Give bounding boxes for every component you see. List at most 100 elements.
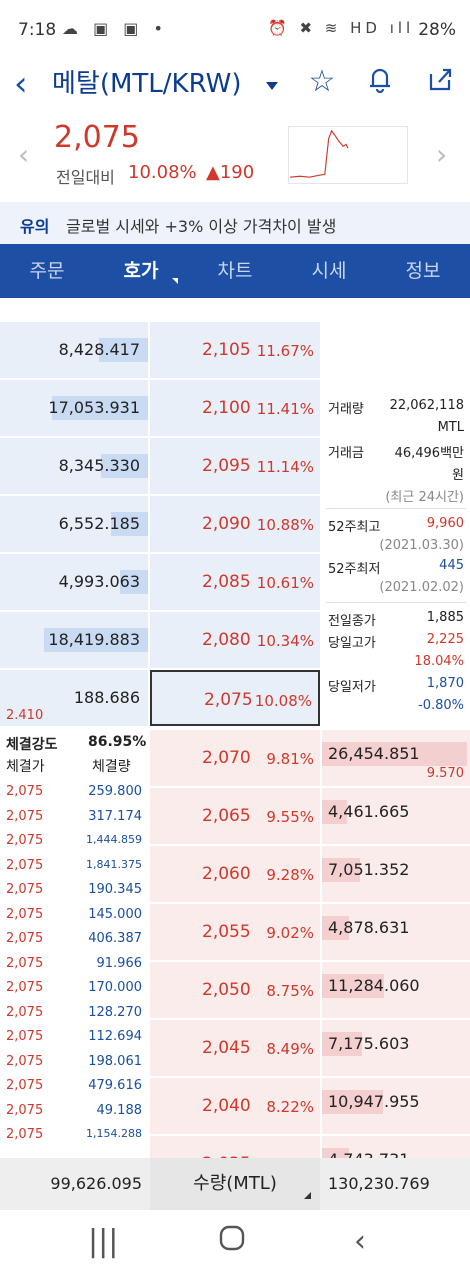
ask-qty-value: 17,053.931 [48, 398, 140, 417]
unit-caret-icon[interactable] [304, 1192, 311, 1199]
trade-row: 2,075 170.000 [0, 976, 148, 1000]
tab-info[interactable]: 정보 [405, 260, 441, 282]
ask-change-pct: 10.88% [256, 516, 314, 534]
nav-back-icon[interactable]: ‹ [354, 1224, 366, 1259]
trade-qty-col-header: 체결량 [92, 759, 131, 775]
info-label: 52주최고 [328, 520, 381, 535]
notice-message: 글로벌 시세와 +3% 이상 가격차이 발생 [66, 217, 337, 236]
tab-order[interactable]: 주문 [29, 260, 65, 282]
bid-change-pct: 9.55% [266, 808, 314, 826]
ask-depth-bar [52, 396, 148, 420]
trade-strength-label: 체결강도 [6, 737, 58, 753]
ask-price-row[interactable]: 2,105 11.67% [150, 322, 320, 378]
info-value: 445 [439, 558, 464, 573]
bid-price-row[interactable]: 2,055 9.02% [150, 904, 320, 960]
bell-icon[interactable] [362, 64, 398, 100]
ask-price-row[interactable]: 2,075 10.08% [150, 670, 320, 726]
trade-row: 2,075 91.966 [0, 952, 148, 976]
info-label: 당일고가 [328, 636, 376, 651]
bid-qty-cell[interactable]: 7,175.603 [322, 1020, 470, 1076]
info-value: -0.80% [418, 698, 464, 713]
recent-apps-icon[interactable]: ||| [88, 1224, 119, 1259]
bid-price-row[interactable]: 2,070 9.81% [150, 730, 320, 786]
info-row: (2021.03.30) [328, 538, 464, 558]
unit-selector[interactable]: 수량(MTL) [150, 1158, 320, 1210]
trade-qty: 190.345 [88, 882, 142, 897]
bid-qty-cell[interactable]: 4,878.631 [322, 904, 470, 960]
ask-price-row[interactable]: 2,100 11.41% [150, 380, 320, 436]
info-divider [326, 508, 466, 509]
bid-qty-value: 10,947.955 [328, 1092, 420, 1111]
prev-market-chevron-icon[interactable]: ‹ [18, 138, 30, 171]
bid-price-row[interactable]: 2,035 7.96% [150, 1136, 320, 1158]
ask-qty-value: 6,552.185 [58, 514, 140, 533]
trade-row: 2,075 479.616 [0, 1074, 148, 1098]
tab-chart[interactable]: 차트 [217, 260, 253, 282]
bid-price-row[interactable]: 2,045 8.49% [150, 1020, 320, 1076]
bid-qty-value: 7,175.603 [328, 1034, 410, 1053]
tab-market[interactable]: 시세 [311, 260, 347, 282]
system-nav-bar: ||| ‹ [0, 1210, 470, 1280]
trade-qty: 170.000 [88, 980, 142, 995]
trade-price: 2,075 [6, 1102, 44, 1118]
info-value: 9,960 [426, 516, 464, 531]
ask-qty-cell[interactable]: 8,428.417 [0, 322, 148, 378]
share-icon[interactable] [422, 64, 458, 100]
ask-qty-cell[interactable]: 17,053.931 [0, 380, 148, 436]
bid-qty-cell[interactable]: 26,454.851 9.570 [322, 730, 470, 786]
info-row: 거래량 22,062,118 [328, 398, 464, 418]
bid-price-row[interactable]: 2,060 9.28% [150, 846, 320, 902]
bid-qty-cell[interactable]: 4,461.665 [322, 788, 470, 844]
bid-depth-bar [322, 974, 384, 998]
market-dropdown-caret-icon[interactable] [266, 82, 278, 90]
bid-qty-cell[interactable]: 7,051.352 [322, 846, 470, 902]
info-row: (최근 24시간) [328, 486, 464, 506]
trade-row: 2,075 1,444.859 [0, 829, 148, 853]
info-value: 1,870 [426, 676, 464, 691]
trade-price: 2,075 [6, 808, 44, 824]
next-market-chevron-icon[interactable]: › [436, 138, 448, 171]
bid-qty-cell[interactable]: 10,947.955 [322, 1078, 470, 1134]
bid-depth-bar [322, 1032, 362, 1056]
ask-qty-cell[interactable]: 188.686 2.410 [0, 670, 148, 726]
tab-orderbook[interactable]: 호가 [94, 244, 188, 298]
bid-price-row[interactable]: 2,050 8.75% [150, 962, 320, 1018]
tab-orderbook-label: 호가 [123, 260, 159, 282]
orderbook[interactable]: 8,428.417 17,053.931 8,345.330 6,552.185 4,9… [0, 298, 470, 1158]
trade-price: 2,075 [6, 1078, 44, 1093]
trade-row: 2,075 190.345 [0, 878, 148, 902]
bid-price-row[interactable]: 2,065 9.55% [150, 788, 320, 844]
market-title[interactable]: 메탈(MTL/KRW) [52, 69, 242, 99]
bid-qty-cell[interactable]: 4,743.731 [322, 1136, 470, 1158]
bid-price: 2,050 [202, 980, 251, 1000]
trade-price: 2,075 [6, 1127, 44, 1142]
bid-price: 2,035 [202, 1154, 251, 1158]
bid-qty-cell[interactable]: 11,284.060 [322, 962, 470, 1018]
ask-qty-cell[interactable]: 6,552.185 [0, 496, 148, 552]
sparkline-chart [288, 126, 408, 184]
ask-qty-cell[interactable]: 8,345.330 [0, 438, 148, 494]
ask-qty-cell[interactable]: 18,419.883 [0, 612, 148, 668]
trade-price: 2,075 [6, 833, 44, 848]
ask-price-row[interactable]: 2,085 10.61% [150, 554, 320, 610]
ask-change-pct: 11.41% [256, 400, 314, 418]
trade-row: 2,075 1,154.288 [0, 1123, 148, 1147]
ask-price-row[interactable]: 2,095 11.14% [150, 438, 320, 494]
orderbook-footer: 99,626.095 수량(MTL) 130,230.769 [0, 1158, 470, 1210]
info-row: 52주최저 445 [328, 558, 464, 578]
bid-price: 2,055 [202, 922, 251, 942]
status-bar: 7:18 ☁ ▣ ▣ • ⏰ ✖ ≋ HD ıll 28% [0, 0, 470, 62]
bid-price-row[interactable]: 2,040 8.22% [150, 1078, 320, 1134]
bid-depth-bar [322, 1090, 383, 1114]
ask-change-pct: 10.34% [256, 632, 314, 650]
star-icon[interactable]: ☆ [308, 64, 336, 99]
bid-change-pct: 8.49% [266, 1040, 314, 1058]
back-arrow-icon[interactable]: ‹ [14, 64, 28, 104]
ask-price-row[interactable]: 2,080 10.34% [150, 612, 320, 668]
orderbook-price-column: 2,105 11.67% 2,100 11.41% 2,095 11.14% 2,090 10… [150, 298, 320, 1158]
ask-price-row[interactable]: 2,090 10.88% [150, 496, 320, 552]
home-icon[interactable] [218, 1224, 246, 1260]
info-value: 원 [452, 468, 464, 483]
trade-qty: 1,154.288 [86, 1127, 142, 1140]
ask-qty-cell[interactable]: 4,993.063 [0, 554, 148, 610]
